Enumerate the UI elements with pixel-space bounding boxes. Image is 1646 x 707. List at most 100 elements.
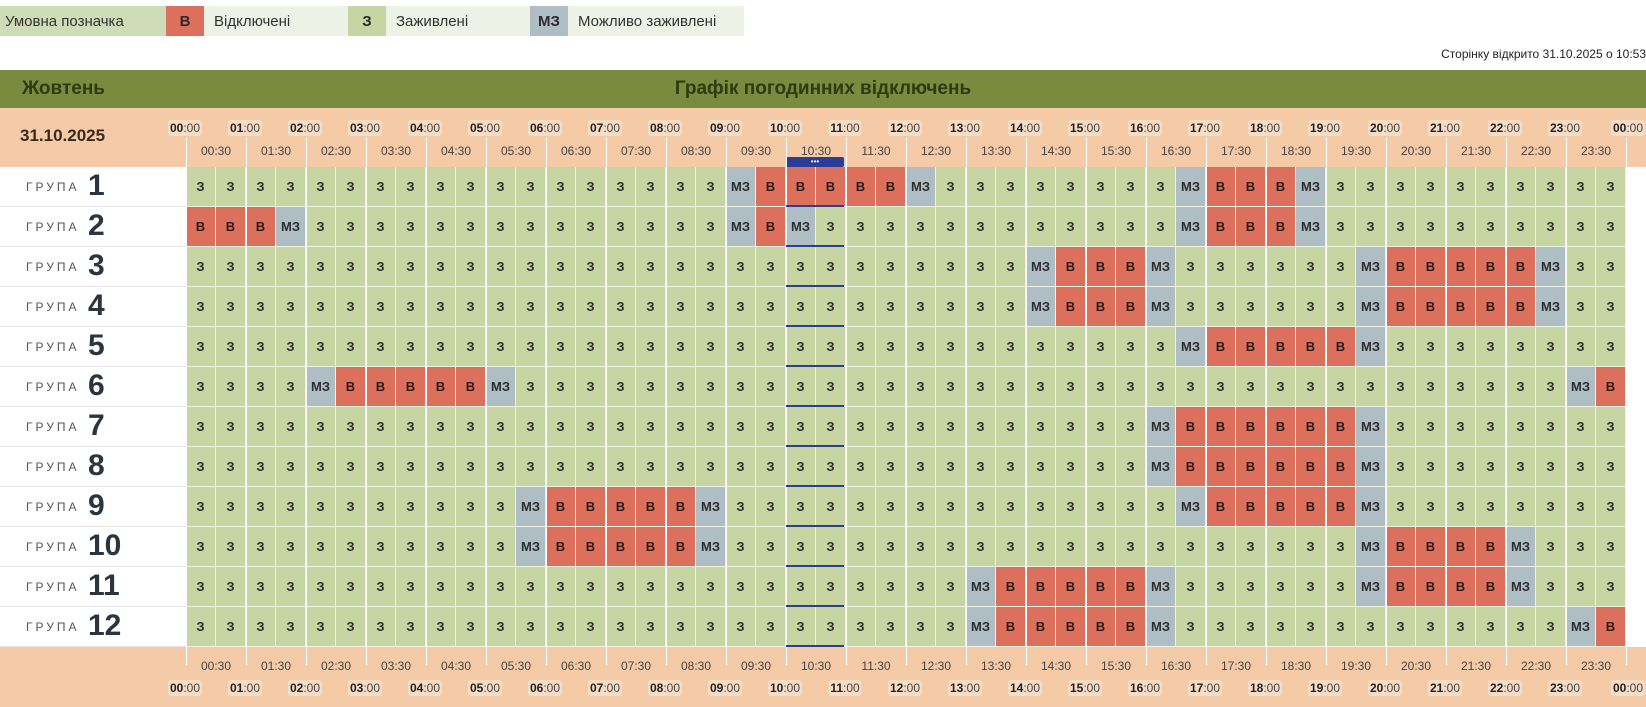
schedule-cell: З [576, 247, 606, 287]
schedule-cell: З [1356, 607, 1386, 647]
half-hour-tick-label: 10:30 [800, 659, 832, 673]
schedule-cell: З [936, 287, 966, 327]
schedule-cell: З [486, 207, 516, 247]
schedule-cell: В [1416, 247, 1446, 287]
schedule-cell: З [936, 567, 966, 607]
schedule-cell: З [606, 167, 636, 207]
schedule-cell: З [396, 407, 426, 447]
schedule-cell: В [1266, 167, 1296, 207]
schedule-cell: З [1596, 287, 1626, 327]
schedule-cell: З [1266, 607, 1296, 647]
schedule-cell: В [1596, 607, 1626, 647]
group-number: 9 [88, 489, 105, 522]
hour-divider [546, 138, 547, 665]
hour-divider [1446, 138, 1447, 665]
schedule-cell: З [396, 207, 426, 247]
schedule-cell: З [1116, 367, 1146, 407]
schedule-cell: З [1386, 487, 1416, 527]
schedule-cell: З [1236, 367, 1266, 407]
half-hour-tick-label: 22:30 [1520, 659, 1552, 673]
schedule-cell: В [636, 487, 666, 527]
schedule-cell: З [1206, 567, 1236, 607]
group-number: 6 [88, 369, 105, 402]
half-hour-tick-label: 07:30 [620, 659, 652, 673]
schedule-cell: З [1356, 367, 1386, 407]
schedule-cell: З [576, 447, 606, 487]
schedule-cell: З [846, 327, 876, 367]
schedule-cell: З [1536, 407, 1566, 447]
schedule-cell: З [396, 287, 426, 327]
schedule-cell: З [1476, 207, 1506, 247]
schedule-cell: З [246, 327, 276, 367]
half-hour-tick-label: 04:30 [440, 144, 472, 158]
schedule-cell: З [246, 487, 276, 527]
schedule-cell: З [1416, 447, 1446, 487]
schedule-cell: З [756, 287, 786, 327]
hour-tick-label: 15:00 [1067, 680, 1103, 696]
schedule-cell: З [366, 287, 396, 327]
schedule-cell: В [1326, 327, 1356, 367]
schedule-cell: З [336, 287, 366, 327]
schedule-cell: З [576, 287, 606, 327]
schedule-cell: З [276, 287, 306, 327]
group-row-label: ГРУПА 6 [0, 367, 186, 407]
schedule-cell: З [996, 247, 1026, 287]
schedule-cell: З [966, 447, 996, 487]
group-number: 2 [88, 209, 105, 242]
schedule-cell: МЗ [906, 167, 936, 207]
schedule-cell: З [276, 447, 306, 487]
schedule-cell: З [1536, 607, 1566, 647]
schedule-cell: В [1476, 527, 1506, 567]
schedule-cell: З [666, 607, 696, 647]
half-hour-tick-label: 01:30 [260, 659, 292, 673]
schedule-cell: З [876, 607, 906, 647]
current-time-line [786, 525, 844, 527]
group-number: 1 [88, 169, 105, 202]
hour-tick-label: 05:00 [467, 680, 503, 696]
half-hour-tick-label: 20:30 [1400, 659, 1432, 673]
schedule-cell: З [186, 487, 216, 527]
schedule-cell: З [1476, 327, 1506, 367]
half-hour-tick-label: 04:30 [440, 659, 472, 673]
hour-tick-label: 03:00 [347, 680, 383, 696]
current-time-line [786, 285, 844, 287]
schedule-cell: З [1176, 607, 1206, 647]
hour-tick-label: 23:00 [1547, 680, 1583, 696]
schedule-cell: В [1296, 327, 1326, 367]
schedule-cell: МЗ [696, 527, 726, 567]
schedule-cell: В [1326, 487, 1356, 527]
schedule-cell: В [336, 367, 366, 407]
hour-tick-label: 10:00 [767, 680, 803, 696]
schedule-cell: З [1506, 487, 1536, 527]
schedule-cell: В [816, 167, 846, 207]
hour-tick-label: 08:00 [647, 120, 683, 136]
schedule-cell: З [996, 527, 1026, 567]
schedule-cell: З [186, 287, 216, 327]
schedule-cell: З [936, 487, 966, 527]
schedule-cell: З [1596, 167, 1626, 207]
schedule-cell: З [636, 607, 666, 647]
schedule-cell: З [1506, 207, 1536, 247]
schedule-cell: З [636, 367, 666, 407]
schedule-cell: З [1266, 527, 1296, 567]
hour-divider [1146, 138, 1147, 665]
hour-tick-label: 21:00 [1427, 680, 1463, 696]
schedule-cell: З [516, 327, 546, 367]
schedule-cell: З [246, 167, 276, 207]
group-labels: ГРУПА 1 ГРУПА 2 ГРУПА 3 ГРУПА 4 ГРУПА 5 ГРУПА 6 ГРУП… [0, 167, 186, 647]
schedule-cell: З [936, 167, 966, 207]
schedule-cell: З [1596, 567, 1626, 607]
schedule-cell: З [1566, 567, 1596, 607]
group-word: ГРУПА [26, 300, 80, 314]
group-word: ГРУПА [26, 620, 80, 634]
schedule-cell: З [1476, 487, 1506, 527]
schedule-cell: З [1506, 327, 1536, 367]
schedule-cell: З [1506, 407, 1536, 447]
schedule-cell: З [1056, 327, 1086, 367]
schedule-cell: З [726, 567, 756, 607]
schedule-cell: З [966, 487, 996, 527]
schedule-cell: В [1116, 607, 1146, 647]
current-time-line [786, 645, 844, 647]
schedule-cell: З [546, 287, 576, 327]
legend-label-off: Відключені [204, 6, 348, 36]
